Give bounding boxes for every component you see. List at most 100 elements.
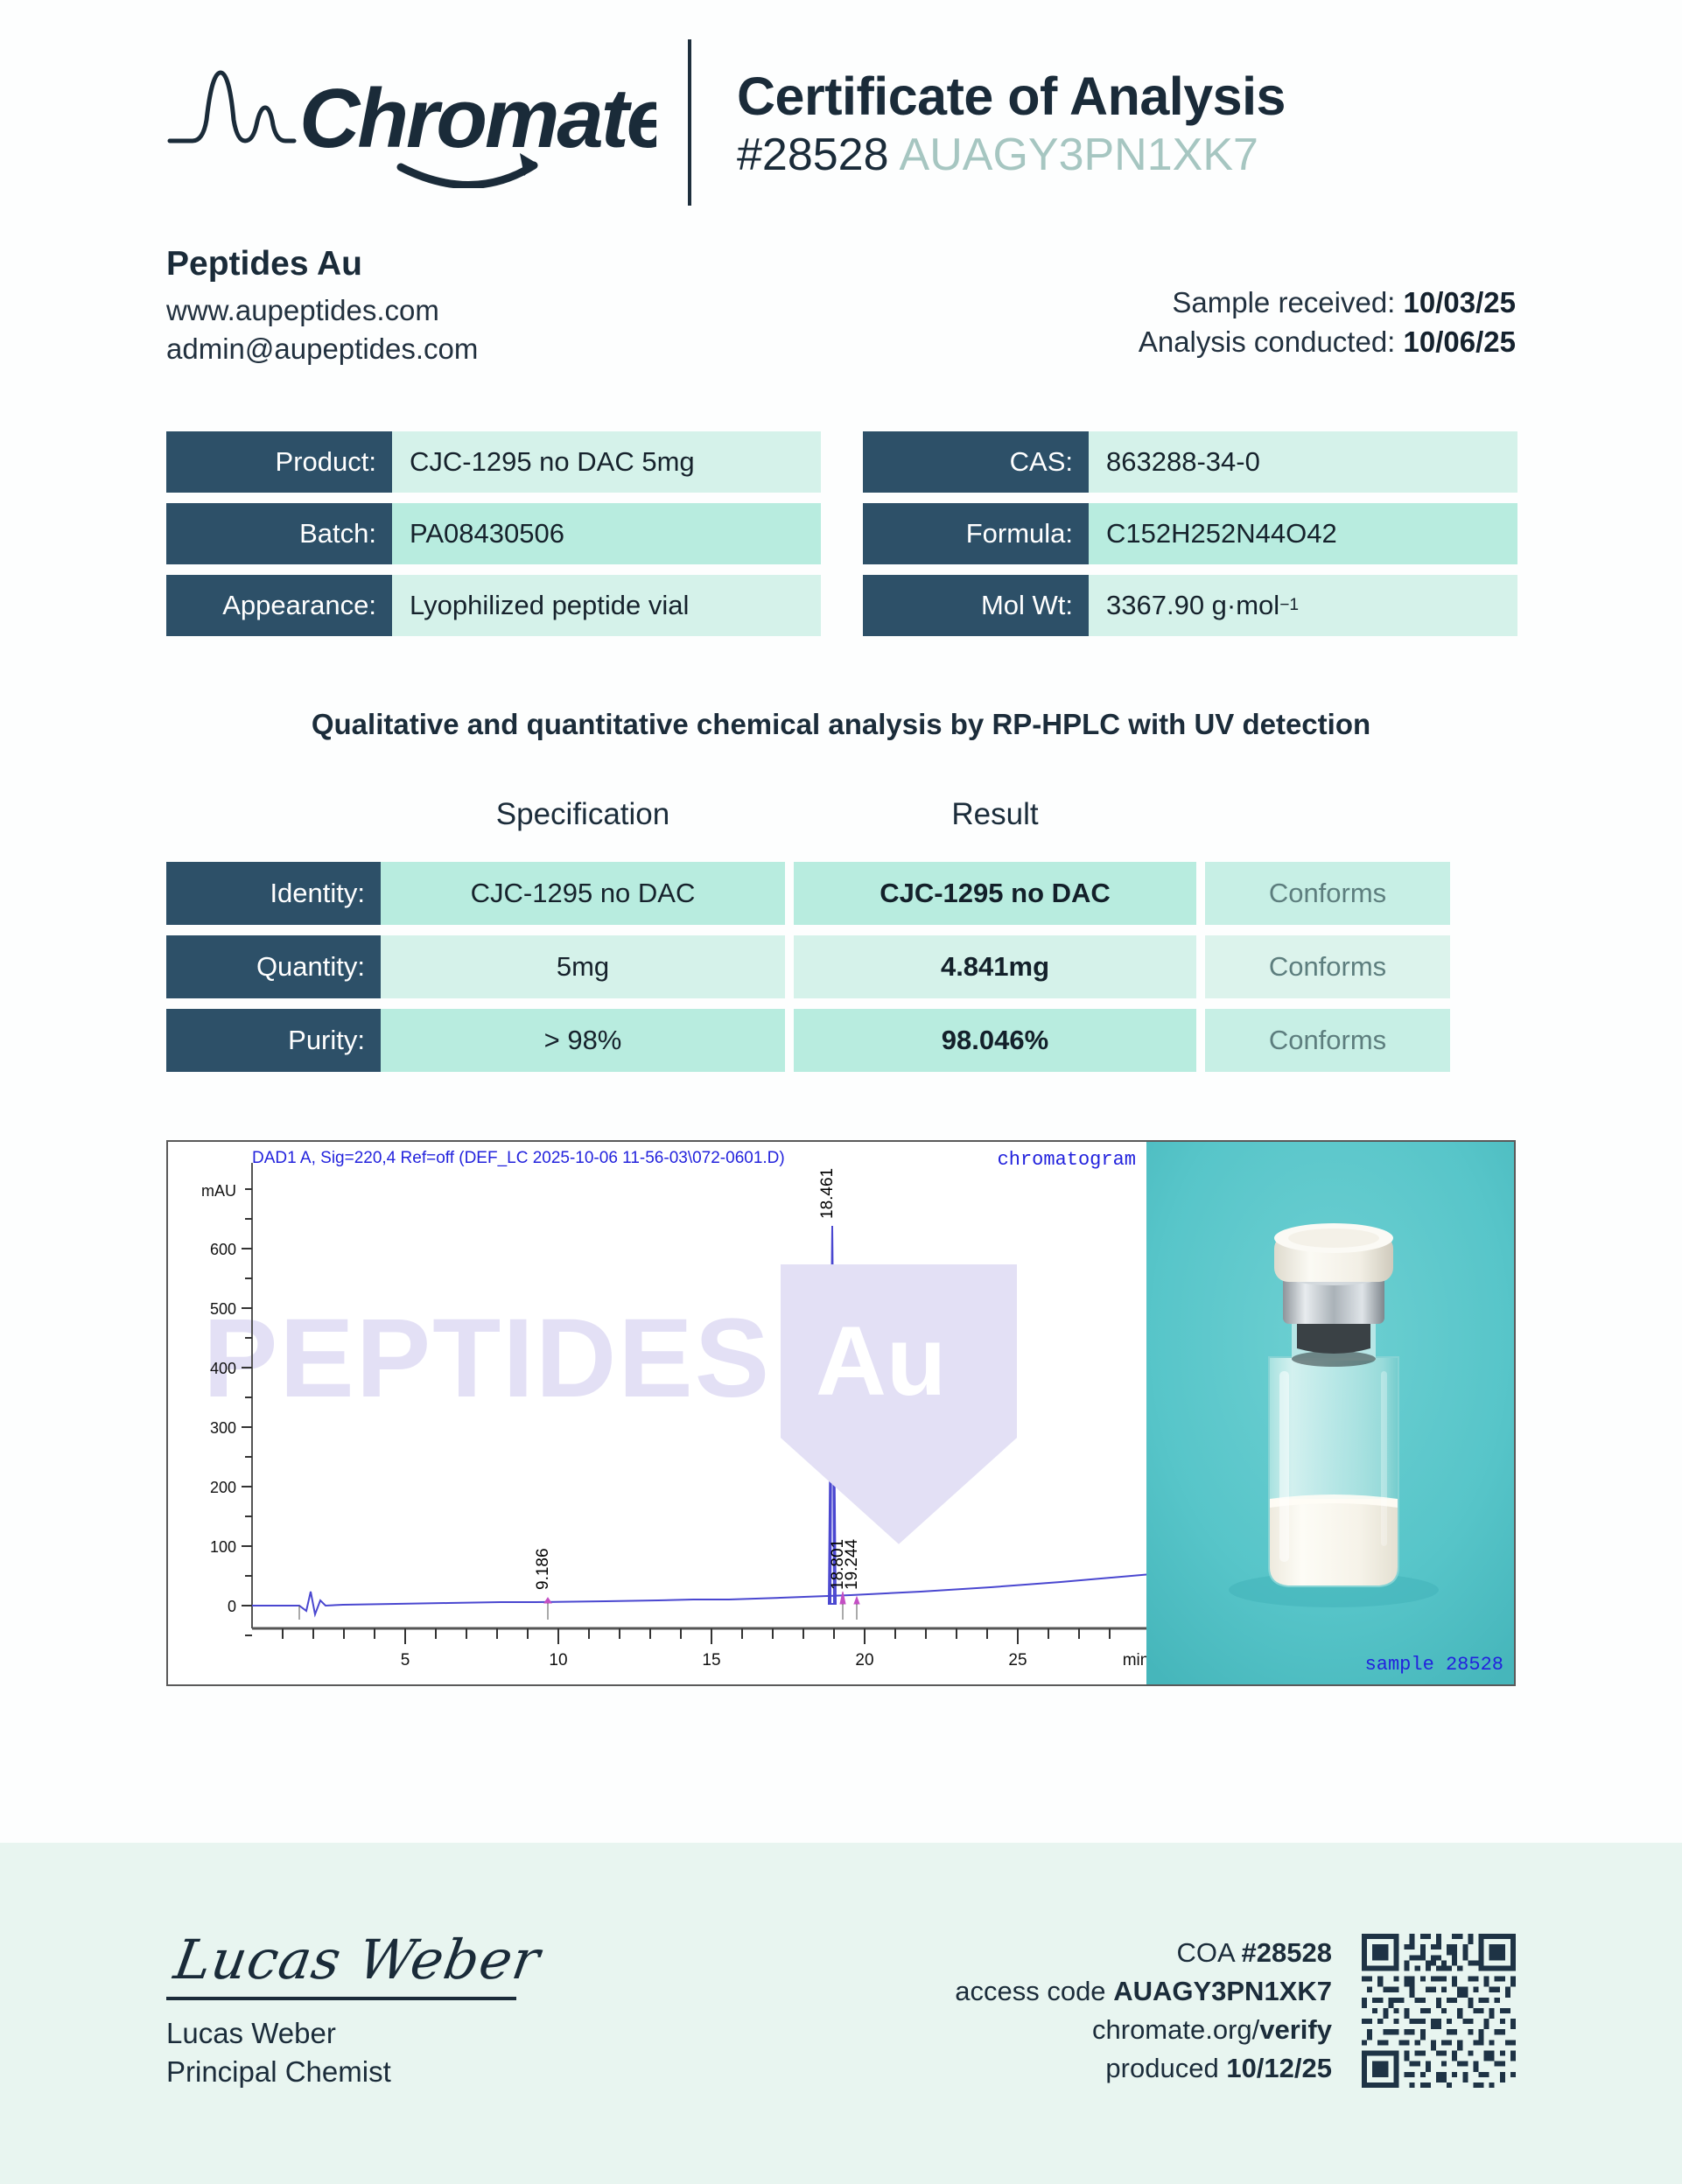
footer-meta-text: COA #28528 access code AUAGY3PN1XK7 chro…: [955, 1934, 1332, 2088]
footer-access-label: access code: [955, 1975, 1106, 2006]
sample-received-line: Sample received: 10/03/25: [1139, 284, 1516, 323]
analysis-subtitle: Qualitative and quantitative chemical an…: [311, 707, 1371, 740]
svg-text:600: 600: [210, 1241, 236, 1258]
sample-received-value: 10/03/25: [1403, 286, 1516, 318]
table-gap: [821, 431, 863, 493]
signature-block: Lucas Weber Lucas Weber Principal Chemis…: [166, 1928, 544, 2099]
chromate-logo-icon: Chromate: [167, 70, 656, 188]
svg-text:15: 15: [702, 1651, 720, 1670]
chromatogram-plot: PEPTIDES Au 0 100 200 300 400 500 600: [168, 1141, 1146, 1684]
appearance-value: Lyophilized peptide vial: [392, 574, 821, 636]
analysis-conducted-value: 10/06/25: [1403, 325, 1516, 358]
svg-text:500: 500: [210, 1300, 236, 1318]
svg-text:9.186: 9.186: [534, 1548, 552, 1590]
cas-label: CAS:: [863, 430, 1089, 493]
footer-meta-block: COA #28528 access code AUAGY3PN1XK7 chro…: [955, 1934, 1516, 2093]
brand-logo: Chromate: [166, 57, 656, 188]
page-title: Certificate of Analysis: [737, 66, 1286, 126]
analysis-conducted-label: Analysis conducted:: [1138, 325, 1396, 358]
column-header-result: Result: [951, 796, 1039, 831]
column-header-specification: Specification: [495, 796, 670, 831]
page-footer: Lucas Weber Lucas Weber Principal Chemis…: [0, 1843, 1682, 2184]
footer-produced-label: produced: [1105, 2053, 1219, 2084]
svg-text:Chromate: Chromate: [299, 72, 656, 165]
vendor-block: Peptides Au www.aupeptides.com admin@aup…: [166, 245, 478, 368]
sample-caption: sample 28528: [1364, 1653, 1503, 1676]
svg-text:mAU: mAU: [201, 1182, 236, 1200]
vendor-name: Peptides Au: [166, 245, 362, 283]
purity-status-badge: Conforms: [1205, 1008, 1450, 1072]
batch-label: Batch:: [166, 502, 392, 564]
coa-access-code: AUAGY3PN1XK7: [899, 129, 1258, 180]
chromatogram-axes: 0 100 200 300 400 500 600 mAU: [201, 1162, 1146, 1670]
svg-text:25: 25: [1008, 1651, 1027, 1670]
svg-text:5: 5: [401, 1651, 410, 1670]
footer-verify-suffix: verify: [1259, 2014, 1332, 2045]
signer-title: Principal Chemist: [166, 2054, 391, 2088]
page-header: Chromate Certificate of Analysis #28528 A…: [0, 0, 1682, 206]
molwt-label: Mol Wt:: [863, 574, 1089, 636]
qr-code-icon[interactable]: [1362, 1934, 1516, 2088]
header-divider: [688, 39, 691, 206]
svg-text:19.244: 19.244: [843, 1538, 861, 1590]
svg-text:18.801: 18.801: [829, 1539, 847, 1590]
molwt-number: 3367.90 g·mol: [1106, 589, 1280, 620]
vendor-email[interactable]: admin@aupeptides.com: [166, 332, 479, 365]
results-gap: [1196, 1009, 1205, 1072]
results-corner: [166, 797, 381, 851]
identity-status-badge: Conforms: [1205, 861, 1450, 925]
signature-image: Lucas Weber: [170, 1927, 545, 1992]
chromatogram-header-text: DAD1 A, Sig=220,4 Ref=off (DEF_LC 2025-1…: [252, 1148, 785, 1167]
cas-value: 863288-34-0: [1089, 430, 1517, 493]
svg-text:10: 10: [549, 1651, 567, 1670]
svg-text:400: 400: [210, 1360, 236, 1377]
batch-value: PA08430506: [392, 502, 821, 564]
results-gap: [785, 797, 794, 851]
product-info-table: Product: CJC-1295 no DAC 5mg CAS: 863288…: [166, 430, 1517, 636]
column-header-conformance: [1205, 797, 1450, 851]
table-gap: [821, 575, 863, 636]
row-label-quantity: Quantity:: [166, 934, 381, 998]
formula-label: Formula:: [863, 502, 1089, 564]
vendor-row: Peptides Au www.aupeptides.com admin@aup…: [0, 184, 1682, 368]
footer-verify-line[interactable]: chromate.org/verify: [955, 2011, 1332, 2049]
results-gap: [785, 1009, 794, 1072]
signer-name: Lucas Weber: [166, 2016, 336, 2049]
identity-specification: CJC-1295 no DAC: [381, 861, 785, 925]
svg-text:100: 100: [210, 1538, 236, 1556]
product-value: CJC-1295 no DAC 5mg: [392, 430, 821, 493]
row-label-identity: Identity:: [166, 861, 381, 925]
signature-rule: [166, 1996, 516, 2000]
results-gap: [1196, 935, 1205, 998]
svg-text:0: 0: [228, 1598, 236, 1615]
sample-vial-photo: sample 28528: [1146, 1141, 1514, 1684]
footer-access-code: AUAGY3PN1XK7: [1113, 1975, 1332, 2006]
quantity-result: 4.841mg: [794, 934, 1196, 998]
quantity-specification: 5mg: [381, 934, 785, 998]
appearance-label: Appearance:: [166, 574, 392, 636]
molwt-value: 3367.90 g·mol −1: [1089, 574, 1517, 636]
footer-produced-line: produced 10/12/25: [955, 2049, 1332, 2088]
dates-block: Sample received: 10/03/25 Analysis condu…: [1139, 245, 1516, 361]
purity-specification: > 98%: [381, 1008, 785, 1072]
svg-text:20: 20: [855, 1651, 873, 1670]
svg-text:200: 200: [210, 1479, 236, 1496]
footer-coa-label: COA: [1176, 1936, 1234, 1968]
footer-produced-date: 10/12/25: [1226, 2053, 1332, 2084]
vial-illustration-icon: [1146, 1141, 1514, 1684]
svg-text:18.461: 18.461: [818, 1168, 837, 1219]
footer-coa-number: #28528: [1241, 1936, 1332, 1968]
product-label: Product:: [166, 430, 392, 493]
results-table: Specification Result Identity: CJC-1295 …: [166, 797, 1516, 1072]
chromatogram-panel: PEPTIDES Au 0 100 200 300 400 500 600: [166, 1139, 1516, 1686]
quantity-status-badge: Conforms: [1205, 934, 1450, 998]
results-gap: [1196, 862, 1205, 925]
molwt-exponent: −1: [1279, 595, 1300, 614]
vendor-website[interactable]: www.aupeptides.com: [166, 294, 439, 326]
coa-identifier: #28528 AUAGY3PN1XK7: [737, 130, 1286, 180]
sample-received-label: Sample received:: [1172, 286, 1396, 318]
footer-coa-line: COA #28528: [955, 1934, 1332, 1972]
purity-result: 98.046%: [794, 1008, 1196, 1072]
svg-text:min: min: [1123, 1651, 1146, 1670]
